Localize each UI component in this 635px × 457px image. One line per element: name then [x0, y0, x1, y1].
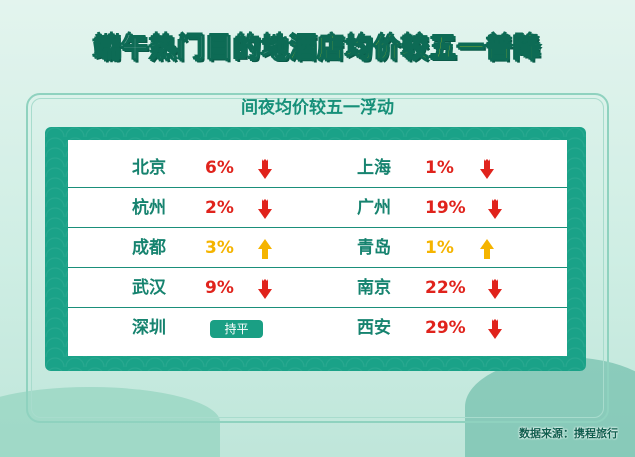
arrow-down-icon: [488, 319, 502, 339]
arrow-down-icon: [258, 159, 272, 179]
subtitle: 间夜均价较五一浮动: [241, 98, 394, 118]
price-change-value: 29%: [425, 318, 466, 338]
city-name: 西安: [357, 318, 391, 338]
table-row: 北京 6% 上海 1%: [68, 148, 567, 188]
price-change-value: 9%: [205, 278, 234, 298]
arrow-down-icon: [480, 159, 494, 179]
arrow-up-icon: [480, 239, 494, 259]
outer-frame: [26, 93, 609, 423]
price-change-value: 2%: [205, 198, 234, 218]
arrow-down-icon: [488, 199, 502, 219]
city-name: 广州: [357, 198, 391, 218]
price-change-value: 1%: [425, 158, 454, 178]
arrow-down-icon: [258, 279, 272, 299]
price-change-value: 3%: [205, 238, 234, 258]
decorative-wave: [465, 357, 635, 457]
table-row: 深圳 持平 西安 29%: [68, 308, 567, 348]
table-row: 武汉 9% 南京 22%: [68, 268, 567, 308]
city-name: 杭州: [132, 198, 166, 218]
price-table: 北京 6% 上海 1% 杭州 2% 广州 19% 成都 3% 青岛 1% 武汉 9% 南京 22% 深圳 持平 西安…: [68, 140, 567, 356]
data-source: 数据来源：携程旅行: [519, 427, 618, 440]
city-name: 武汉: [132, 278, 166, 298]
price-change-value: 22%: [425, 278, 466, 298]
city-name: 成都: [132, 238, 166, 258]
price-change-value: 19%: [425, 198, 466, 218]
arrow-down-icon: [488, 279, 502, 299]
price-change-value: 1%: [425, 238, 454, 258]
table-row: 杭州 2% 广州 19%: [68, 188, 567, 228]
title-part-1: 端午热门目的地: [93, 33, 290, 65]
flat-badge: 持平: [210, 320, 263, 338]
city-name: 深圳: [132, 318, 166, 338]
table-row: 成都 3% 青岛 1%: [68, 228, 567, 268]
city-name: 青岛: [357, 238, 391, 258]
title-part-2: 酒店均价较五一普降: [289, 33, 542, 65]
city-name: 南京: [357, 278, 391, 298]
page-title: 端午热门目的地酒店均价较五一普降: [0, 26, 635, 65]
inner-frame: [31, 98, 604, 418]
arrow-down-icon: [258, 199, 272, 219]
price-change-value: 6%: [205, 158, 234, 178]
city-name: 上海: [357, 158, 391, 178]
arrow-up-icon: [258, 239, 272, 259]
city-name: 北京: [132, 158, 166, 178]
